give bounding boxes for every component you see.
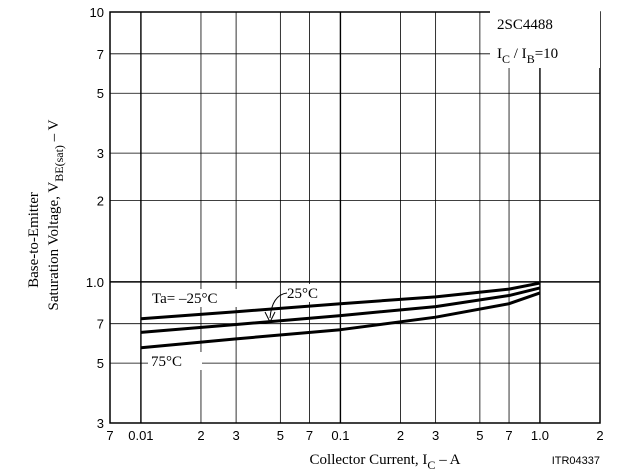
- label-bg-75: [148, 352, 202, 370]
- series-label-25c: 25°C: [287, 286, 318, 302]
- plot-frame: [109, 11, 601, 424]
- series-line-0: [140, 281, 541, 321]
- series-line-2: [140, 291, 541, 350]
- y-tick-label: 5: [97, 86, 104, 101]
- y-tick-label: 2: [97, 194, 104, 209]
- x-tick-label: 2: [596, 428, 603, 443]
- x-tick-label: 5: [277, 428, 284, 443]
- label-bg-m25: [148, 289, 246, 307]
- figure-code: ITR04337: [552, 455, 600, 467]
- y-tick-label: 3: [97, 146, 104, 161]
- y-tick-label: 1.0: [86, 275, 104, 290]
- x-tick-label: 2: [197, 428, 204, 443]
- ratio-label: IC / IB=10: [497, 46, 558, 66]
- part-number: 2SC4488: [497, 17, 553, 33]
- y-tick-label: 5: [97, 356, 104, 371]
- x-tick-label: 7: [306, 428, 313, 443]
- x-tick-label: 3: [432, 428, 439, 443]
- curves: [140, 281, 541, 350]
- x-tick-label: 5: [476, 428, 483, 443]
- arrow-head-icon: [264, 311, 276, 324]
- x-tick-label: 7: [505, 428, 512, 443]
- tick-labels: 7 0.01 2 3 5 7 0.1 2 3 5 7 1.0 2 3 5 7 1.0 2 3 5 7 10: [86, 5, 604, 443]
- annotation-background: [490, 8, 600, 68]
- x-tick-label: 7: [106, 428, 113, 443]
- x-tick-label: 2: [397, 428, 404, 443]
- label-pointer-25c: [269, 292, 288, 319]
- x-axis-label: Collector Current, IC – A: [310, 452, 461, 472]
- x-tick-label: 1.0: [531, 428, 549, 443]
- y-tick-label: 3: [97, 416, 104, 431]
- y-tick-label: 7: [97, 47, 104, 62]
- label-bg-25: [284, 284, 332, 302]
- series-line-1: [140, 286, 541, 334]
- series-label-75c: 75°C: [151, 354, 182, 370]
- y-tick-label: 10: [90, 5, 104, 20]
- y-axis-label-line2: Saturation Voltage, VBE(sat) – V: [46, 119, 66, 310]
- y-tick-label: 7: [97, 317, 104, 332]
- x-tick-label: 0.01: [128, 428, 153, 443]
- series-label-m25c: Ta= –25°C: [152, 291, 218, 307]
- y-axis-label-line1: Base-to-Emitter: [26, 192, 42, 288]
- x-tick-label: 0.1: [331, 428, 349, 443]
- x-tick-label: 3: [232, 428, 239, 443]
